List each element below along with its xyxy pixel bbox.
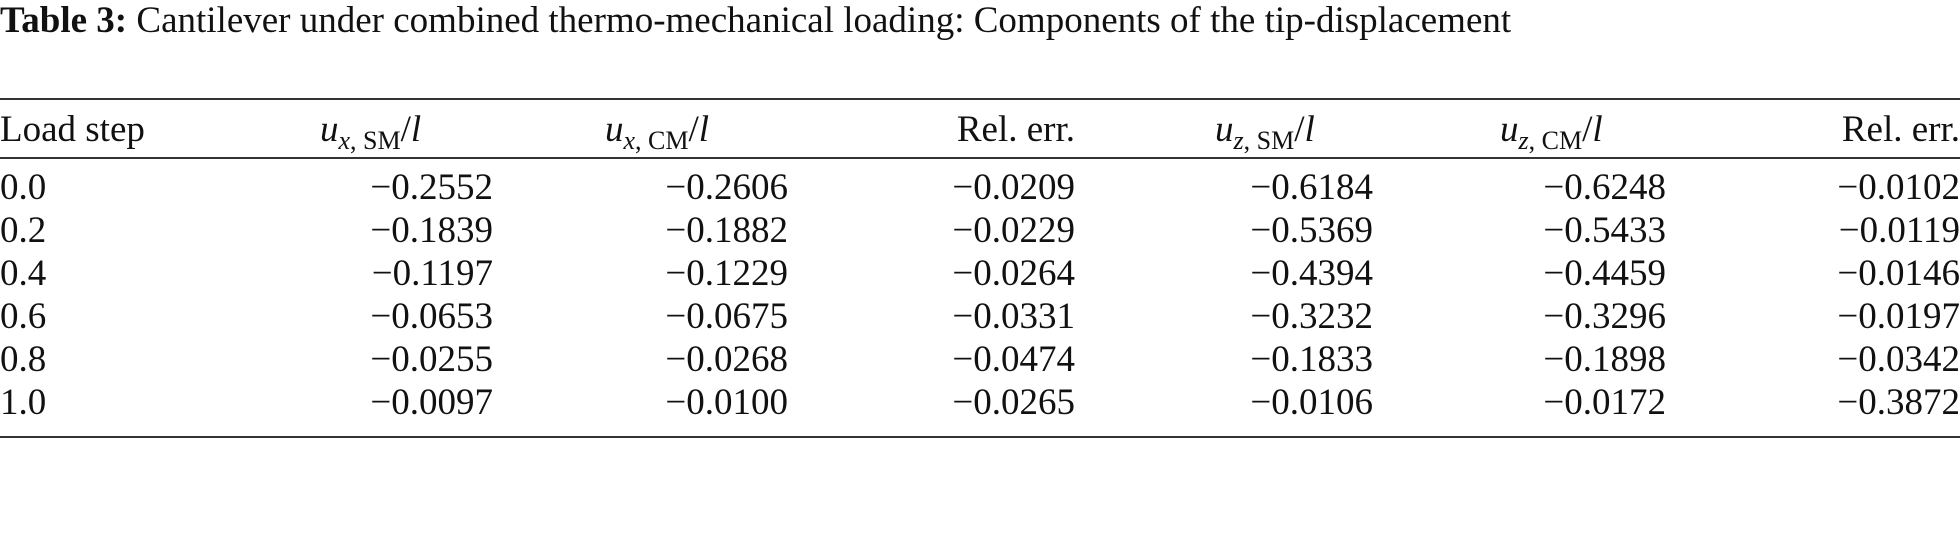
subscript-separator: , [1528,126,1542,155]
table-cell: −0.0100 [665,382,788,423]
table-cell: −0.6184 [1250,167,1373,208]
table-cell: −0.0675 [665,296,788,337]
table-cell: −0.0264 [952,253,1075,294]
table-cell: −0.0106 [1250,382,1373,423]
header-cell: Load step [0,110,145,150]
subscript-variable: x [338,126,351,155]
row-label: 0.6 [0,296,47,337]
table-cell: −0.5369 [1250,210,1373,251]
table-cell: −0.3232 [1250,296,1373,337]
header-cell: Rel. err. [957,110,1075,150]
header-slash: / [400,109,411,150]
table-cell: −0.4394 [1250,253,1373,294]
header-denominator: l [1592,109,1603,150]
header-cell: uz, CM/l [1500,109,1603,154]
header-subscript: z, SM [1234,126,1295,155]
table-cell: −0.3296 [1543,296,1666,337]
header-symbol: u [1500,109,1519,150]
bottom-rule [0,436,1960,438]
table-cell: −0.0119 [1838,210,1960,251]
header-symbol: u [605,109,624,150]
table-cell: −0.1882 [665,210,788,251]
top-rule [0,98,1960,100]
table-cell: −0.0097 [370,382,493,423]
subscript-label: CM [648,126,689,155]
table-cell: −0.1898 [1543,339,1666,380]
caption-text: Cantilever under combined thermo-mechani… [136,0,1512,41]
header-text: Rel. err. [956,109,1075,150]
subscript-label: CM [1541,126,1583,155]
table-cell: −0.0172 [1543,382,1666,423]
header-symbol: u [1215,109,1234,150]
table-cell: −0.0209 [952,167,1075,208]
subscript-variable: x [623,126,636,155]
subscript-separator: , [350,126,364,155]
subscript-variable: z [1518,126,1529,155]
table-cell: −0.4459 [1543,253,1666,294]
table-cell: −0.2606 [665,167,788,208]
table-cell: −0.0229 [952,210,1075,251]
row-label: 0.4 [0,253,47,294]
table-cell: −0.0342 [1837,339,1960,380]
row-label: 0.2 [0,210,47,251]
table-cell: −0.1833 [1250,339,1373,380]
header-text: Rel. err. [1841,109,1960,150]
row-label: 0.8 [0,339,47,380]
header-cell: ux, SM/l [320,109,422,154]
header-slash: / [1294,109,1305,150]
table-cell: −0.0146 [1837,253,1960,294]
row-label: 1.0 [0,382,47,423]
table-cell: −0.0331 [952,296,1075,337]
table-caption: Table 3: Cantilever under combined therm… [0,0,1960,41]
header-denominator: l [410,109,422,150]
header-subscript: z, CM [1519,126,1583,155]
header-rule [0,157,1960,159]
subscript-label: SM [1256,126,1295,155]
header-slash: / [1582,109,1593,150]
table-cell: −0.0268 [665,339,788,380]
header-cell: ux, CM/l [605,109,710,154]
table-cell: −0.0197 [1837,296,1960,337]
subscript-separator: , [635,126,649,155]
header-symbol: u [320,109,339,150]
caption-label: Table 3: [0,0,128,41]
header-subscript: x, CM [624,126,689,155]
subscript-separator: , [1243,126,1257,155]
subscript-variable: z [1233,126,1244,155]
header-denominator: l [1304,109,1315,150]
table-cell: −0.0653 [370,296,493,337]
table-cell: −0.3872 [1837,382,1960,423]
header-cell: Rel. err. [1842,110,1960,150]
table-cell: −0.1229 [665,253,788,294]
row-label: 0.0 [0,167,47,208]
table-cell: −0.2552 [370,167,493,208]
subscript-label: SM [363,126,401,155]
header-slash: / [688,109,699,150]
table-cell: −0.1839 [370,210,493,251]
table-cell: −0.5433 [1543,210,1666,251]
header-subscript: x, SM [339,126,401,155]
table-cell: −0.0474 [952,339,1075,380]
table-cell: −0.1197 [371,253,493,294]
table-cell: −0.0265 [952,382,1075,423]
header-text: Load step [0,109,145,150]
header-cell: uz, SM/l [1215,109,1315,154]
table-cell: −0.0255 [370,339,493,380]
header-denominator: l [698,109,710,150]
table-cell: −0.6248 [1543,167,1666,208]
table-cell: −0.0102 [1837,167,1960,208]
